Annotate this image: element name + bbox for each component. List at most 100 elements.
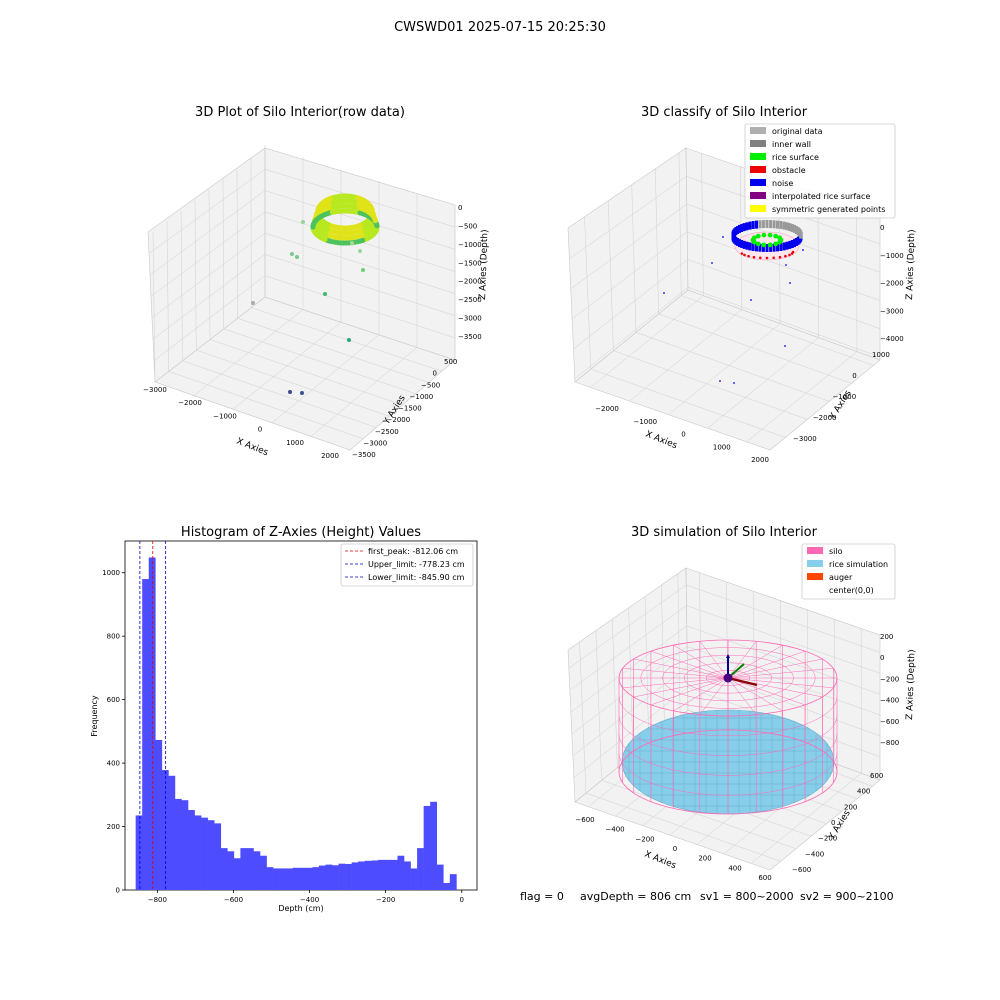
gridline-z	[571, 231, 881, 320]
hist-bar	[430, 801, 438, 890]
cls-y-tick-label: −3000	[793, 435, 817, 443]
rice-point	[755, 233, 761, 239]
raw-axes	[147, 145, 456, 451]
rice-point	[752, 235, 757, 241]
raw-x-tick-label: 0	[258, 426, 262, 434]
cls-y-tick-label: 0	[852, 372, 856, 380]
hist-bar	[194, 815, 202, 890]
sim-z-tick-label: −200	[880, 675, 899, 683]
sim-z-tick-label: 0	[880, 654, 884, 662]
sim-x-tick-label: 400	[728, 864, 741, 872]
legend-frame	[801, 543, 896, 600]
footer-avg-depth: avgDepth = 806 cm	[580, 890, 691, 903]
noise-point	[663, 292, 665, 294]
noise-point	[719, 380, 721, 382]
classify-noise-points	[663, 236, 804, 384]
figure-title: CWSWD01 2025-07-15 20:25:30	[394, 20, 606, 35]
legend-frame	[340, 543, 474, 587]
noise-point	[733, 382, 735, 384]
gridline-y	[661, 585, 665, 730]
panel-classify: 3D classify of Silo Interior −2000−10000…	[567, 105, 917, 464]
gridline-y	[236, 168, 238, 319]
cls-x-tick-label: −2000	[595, 405, 619, 413]
hist-bar	[220, 848, 228, 890]
wall-point	[769, 220, 773, 229]
gridline-y	[168, 371, 364, 439]
wall-point	[765, 244, 769, 252]
gridline-y	[209, 339, 403, 406]
legend-swatch	[750, 127, 766, 134]
raw-x-tick-label: −2000	[178, 399, 202, 407]
gridline-y	[595, 630, 602, 781]
gridline-z	[570, 625, 881, 713]
gridline-y	[655, 168, 659, 314]
wall-point	[785, 241, 789, 250]
sim-x-tick-label: −400	[605, 826, 624, 834]
cls-z-tick-label: 0	[880, 224, 884, 232]
wall-point	[748, 221, 752, 230]
wall-point	[748, 242, 752, 251]
gridline-z	[573, 259, 881, 350]
gridline-y	[208, 189, 211, 340]
legend-label: silo	[829, 547, 843, 556]
obstacle-point	[747, 254, 750, 258]
sim-y-tick-label: 600	[870, 772, 883, 780]
wall-point	[788, 240, 792, 249]
gridline-z	[570, 203, 881, 290]
wall-point	[779, 243, 783, 251]
wall-point	[790, 224, 794, 232]
hist-bar	[174, 798, 182, 890]
gridline-y	[658, 313, 852, 384]
obstacle-point	[778, 255, 782, 259]
classify-xlabel: X Axies	[644, 430, 679, 452]
cls-x-tick-label: 0	[681, 431, 685, 439]
raw-z-tick-label: −2000	[458, 278, 482, 286]
wall-point	[794, 238, 798, 246]
data-point	[323, 292, 327, 296]
wall-point	[785, 222, 789, 231]
legend-label: noise	[772, 179, 793, 188]
hist-bar	[155, 739, 163, 890]
hist-bar	[449, 874, 457, 890]
sim-y-tick-label: 200	[844, 803, 857, 811]
silo-ring	[618, 753, 838, 796]
wall-point	[740, 224, 744, 232]
legend-swatch	[807, 547, 823, 554]
rice-point	[773, 241, 779, 247]
wall-point	[755, 243, 758, 252]
rice-point	[777, 239, 782, 245]
cls-z-tick-label: −3000	[880, 307, 904, 315]
hist-xticks: −800 −600 −400 −200 0	[148, 890, 464, 904]
gridline-y	[612, 619, 618, 768]
wall-point	[776, 243, 779, 252]
silo-ring	[618, 734, 838, 776]
gridline-y	[613, 350, 808, 420]
raw-y-tick-label: 0	[433, 370, 437, 378]
hist-bar	[214, 823, 222, 890]
hist-bar	[181, 800, 189, 890]
raw-z-tick-label: −3000	[458, 315, 482, 323]
wall-point	[772, 243, 776, 252]
sim-z-tick-label: 200	[880, 633, 893, 641]
legend-label: rice surface	[772, 153, 819, 162]
rice-point	[767, 232, 773, 238]
legend-label: interpolated rice surface	[772, 192, 870, 201]
classify-zticks: 0 −1000 −2000 −3000 −4000	[880, 224, 904, 343]
raw-y-tick-label: −3000	[364, 439, 388, 447]
silo-ring	[618, 715, 838, 756]
wall-point	[738, 239, 741, 248]
sim-y-tick-label: 400	[857, 788, 870, 796]
gridline-x	[701, 153, 704, 296]
obstacle-point	[784, 254, 787, 258]
hist-bar	[384, 859, 392, 890]
gridline-y	[154, 381, 351, 451]
raw-xticks: −3000 −2000 −1000 0 1000 2000	[143, 386, 339, 460]
sim-z-tick-label: −600	[880, 718, 899, 726]
sim-y-tick-label: 0	[831, 819, 835, 827]
raw-z-tick-label: 0	[458, 204, 462, 212]
gridline-z	[153, 275, 456, 361]
noise-point	[789, 282, 791, 284]
sim-silo-wireframe	[618, 639, 838, 815]
sim-x-tick-label: −200	[635, 835, 654, 843]
gridline-x	[629, 309, 742, 402]
